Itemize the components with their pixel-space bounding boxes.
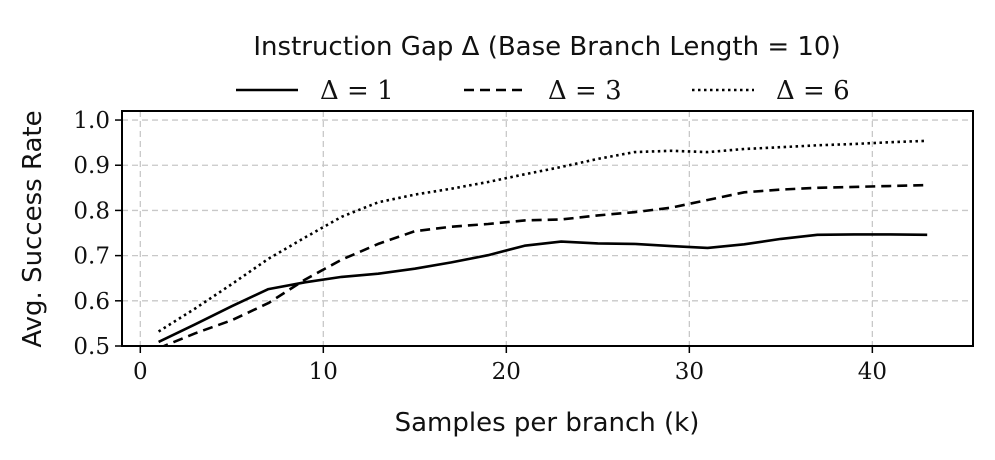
legend-label-1: Δ = 1 [320,76,394,106]
y-tick-label: 1.0 [73,108,110,134]
x-axis-label: Samples per branch (k) [395,408,700,438]
series-line-1 [158,233,928,344]
x-tick-label: 0 [133,359,148,385]
x-tick-label: 30 [675,359,704,385]
y-tick-label: 0.9 [73,153,110,179]
series-layer [157,139,928,346]
plot-frame [121,110,974,347]
x-tick-label: 20 [492,359,521,385]
y-tick-label: 0.5 [73,334,110,360]
legend-label-3: Δ = 6 [776,76,850,106]
y-axis-label: Avg. Success Rate [18,110,48,347]
axis-ticks: 0 10 20 30 40 0.5 0.6 0.7 0.8 0.9 1.0 [73,108,887,385]
x-tick-label: 40 [858,359,887,385]
y-tick-label: 0.6 [73,289,110,315]
legend-title: Instruction Gap Δ (Base Branch Length = … [253,32,840,62]
x-tick-label: 10 [309,359,338,385]
legend-label-2: Δ = 3 [548,76,622,106]
legend: Δ = 1 Δ = 3 Δ = 6 [236,76,850,106]
y-tick-label: 0.8 [73,198,110,224]
y-tick-label: 0.7 [73,244,110,270]
series-line-2 [160,183,928,346]
